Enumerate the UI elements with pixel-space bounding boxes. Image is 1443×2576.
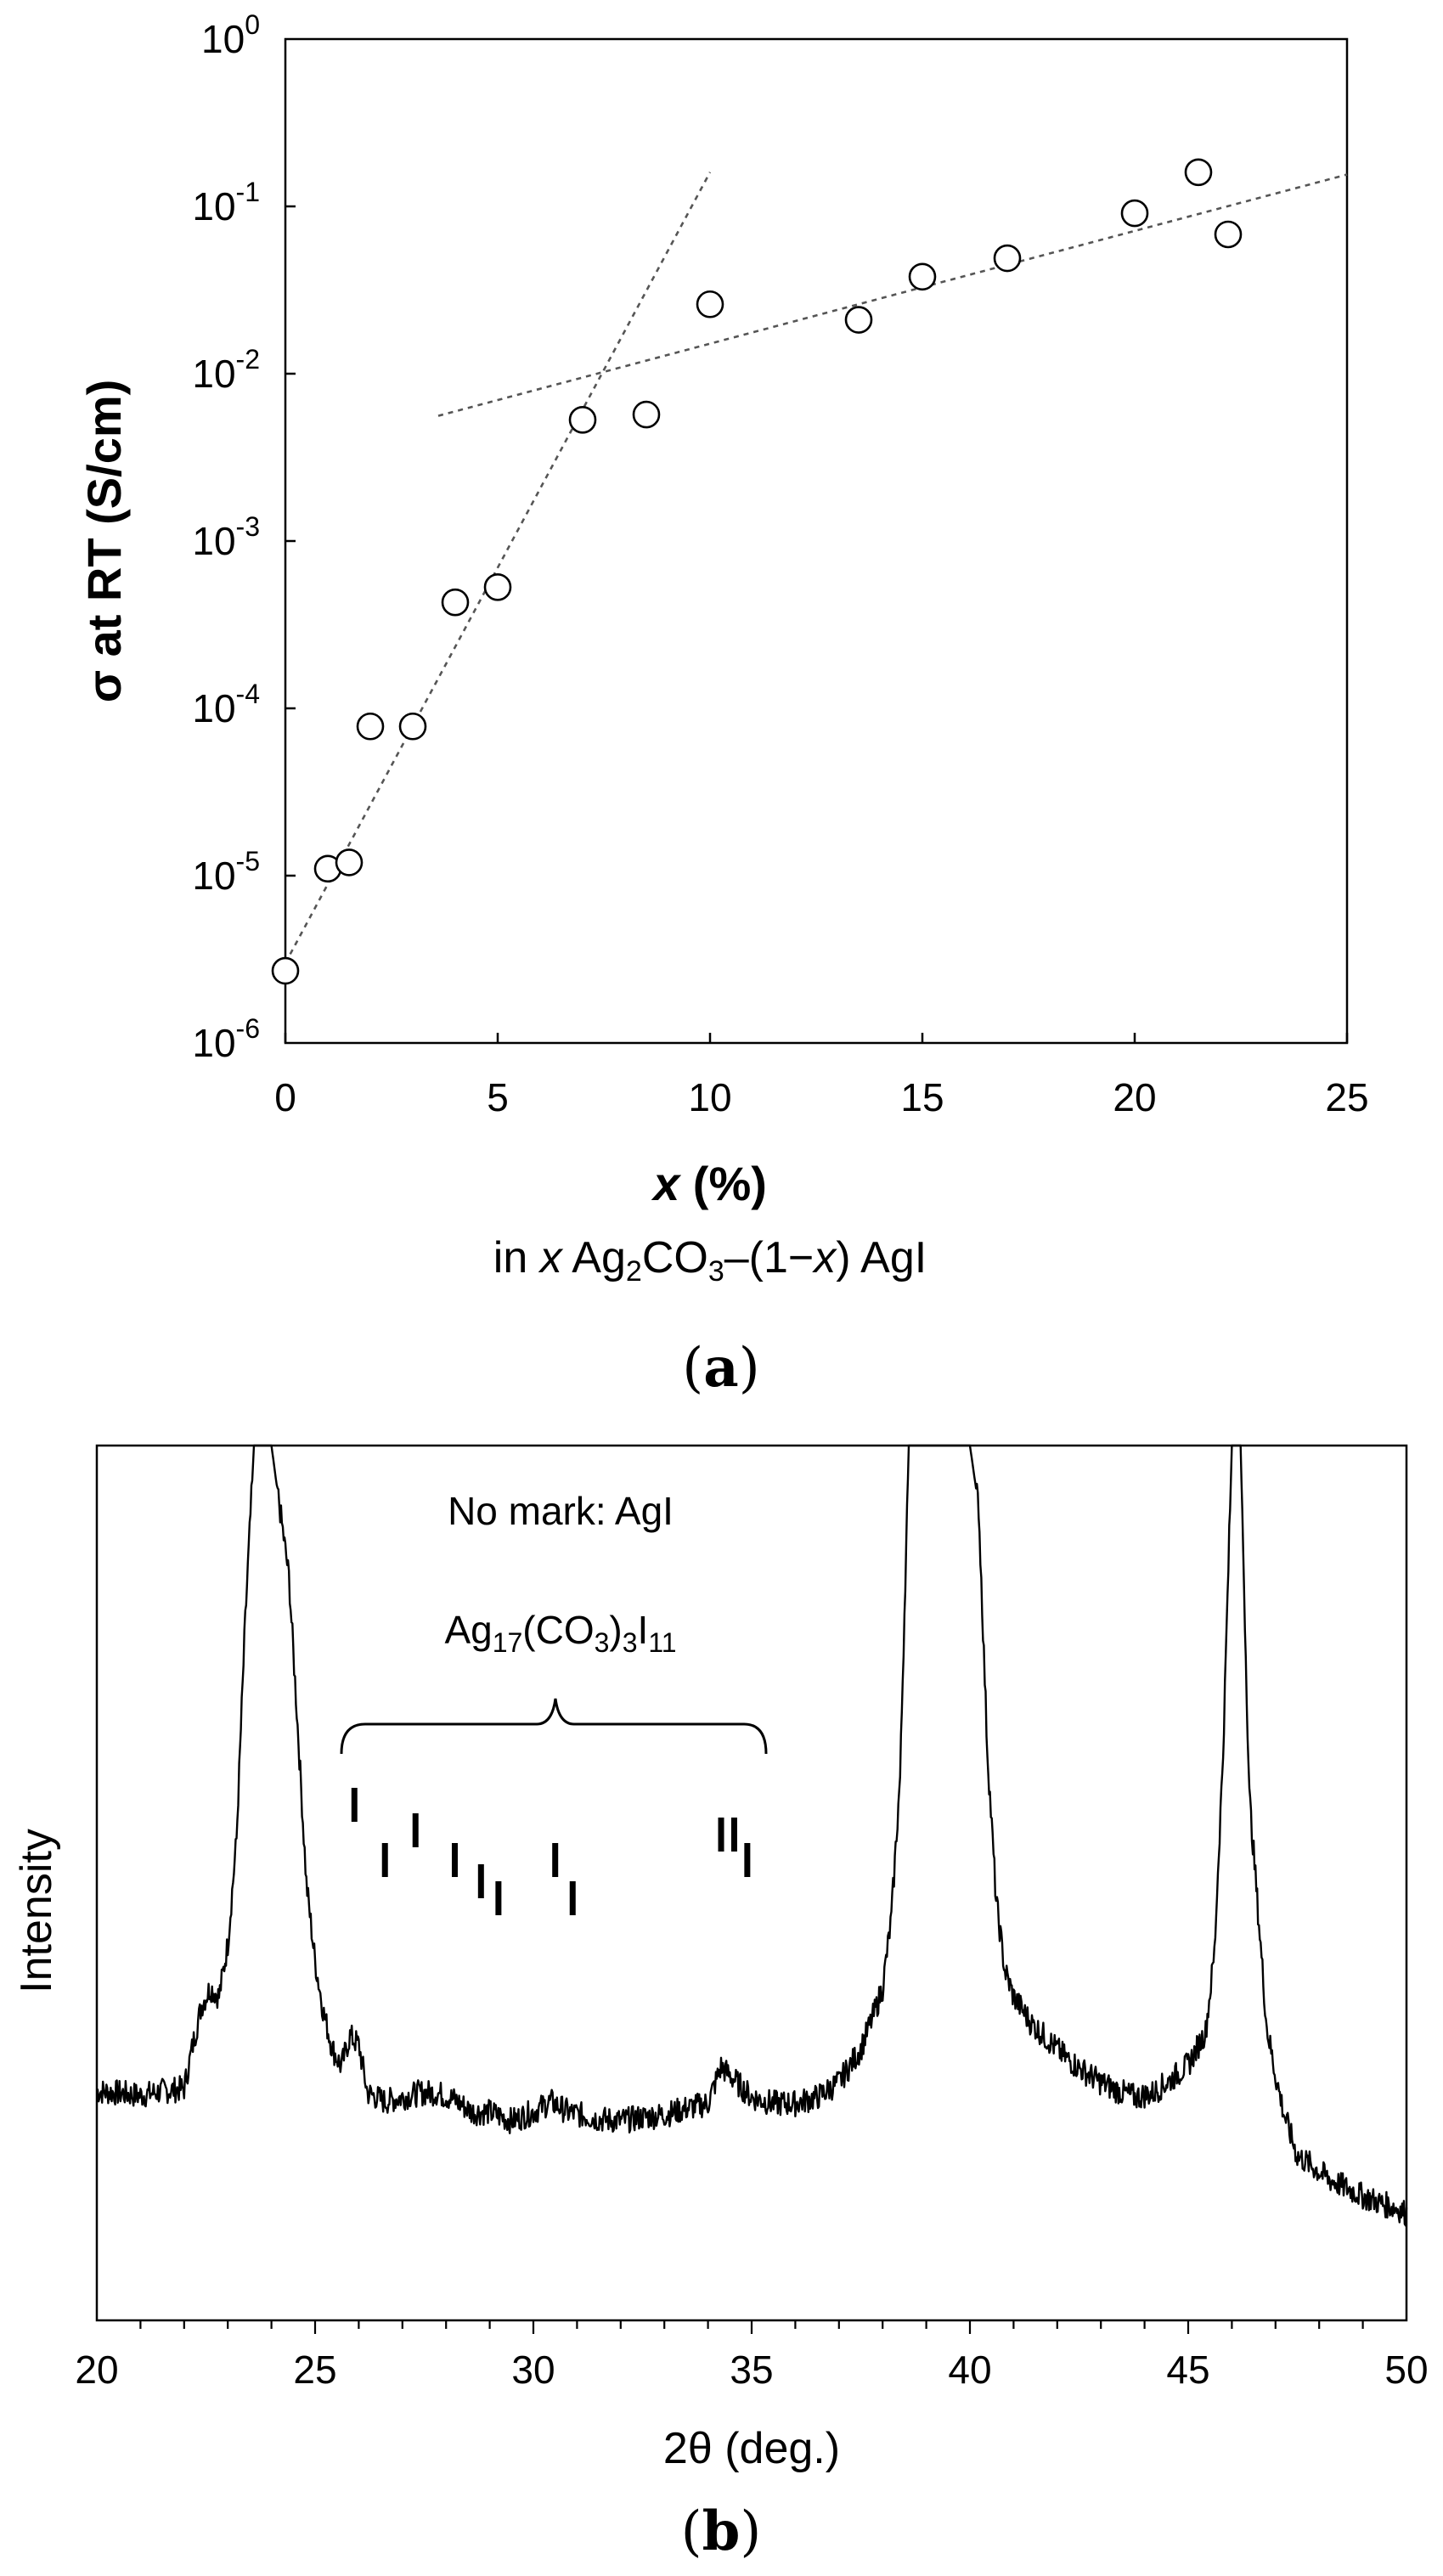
y-tick-label-a: 10-5 bbox=[192, 846, 260, 898]
x-tick-label-a: 10 bbox=[688, 1075, 731, 1119]
x-tick-label-b: 35 bbox=[730, 2348, 773, 2392]
data-point bbox=[1214, 220, 1243, 249]
data-point bbox=[271, 956, 300, 985]
x-tick-label-b: 50 bbox=[1384, 2348, 1428, 2392]
phase-brace bbox=[340, 1698, 768, 1755]
xrd-trace bbox=[95, 1444, 1408, 2227]
x-tick-label-b: 45 bbox=[1166, 2348, 1209, 2392]
x-tick-label-a: 15 bbox=[900, 1075, 944, 1119]
data-point bbox=[441, 588, 470, 617]
x-axis-title-b: 2θ (deg.) bbox=[663, 2424, 840, 2473]
panel-a: 100 10-1 10-2 10-3 10-4 10-5 10-6 0 5 10 15 20 25 σ… bbox=[77, 9, 1369, 1400]
x-tick-label-b: 40 bbox=[948, 2348, 991, 2392]
no-mark-annotation: No mark: AgI bbox=[448, 1489, 674, 1533]
plot-a-frame bbox=[284, 37, 1349, 1045]
fit-line bbox=[284, 172, 712, 964]
y-axis-title-b: Intensity bbox=[12, 1829, 61, 1993]
x-tick-label-b: 25 bbox=[293, 2348, 336, 2392]
phase-annotation: Ag17(CO3)3I11 bbox=[444, 1608, 676, 1658]
y-tick-label-a: 100 bbox=[201, 9, 260, 61]
y-tick-label-a: 10-1 bbox=[192, 177, 260, 228]
panel-label-b: (b) bbox=[681, 2500, 762, 2563]
data-point bbox=[993, 244, 1022, 273]
x-tick-label-a: 0 bbox=[274, 1075, 296, 1119]
data-point bbox=[1184, 158, 1213, 187]
fit-line bbox=[437, 173, 1348, 417]
data-point bbox=[568, 406, 597, 434]
data-point bbox=[632, 400, 661, 429]
x-axis-title-a: x (%) bbox=[651, 1157, 767, 1210]
x-tick-label-a: 25 bbox=[1325, 1075, 1368, 1119]
x-tick-label-a: 5 bbox=[487, 1075, 509, 1119]
data-point bbox=[908, 262, 937, 291]
data-point bbox=[844, 306, 873, 334]
data-point bbox=[483, 573, 512, 601]
x-tick-label-a: 20 bbox=[1113, 1075, 1156, 1119]
data-point bbox=[398, 712, 427, 741]
x-tick-label-b: 30 bbox=[511, 2348, 555, 2392]
y-tick-label-a: 10-3 bbox=[192, 511, 260, 563]
y-tick-label-a: 10-2 bbox=[192, 344, 260, 396]
data-point bbox=[356, 712, 385, 741]
y-tick-label-a: 10-4 bbox=[192, 679, 260, 730]
y-axis-title-a: σ at RT (S/cm) bbox=[77, 380, 131, 703]
data-point bbox=[1120, 199, 1149, 228]
data-point bbox=[335, 848, 364, 877]
data-point bbox=[696, 290, 724, 318]
y-tick-label-a: 10-6 bbox=[192, 1013, 260, 1065]
plot-b-frame bbox=[95, 1444, 1408, 2322]
x-tick-label-b: 20 bbox=[75, 2348, 118, 2392]
panel-b: 20 25 30 35 40 45 50 No mark: AgI Ag17(CO3)3I1… bbox=[12, 1444, 1429, 2563]
x-axis-subtitle-a: in x Ag2CO3–(1−x) AgI bbox=[493, 1233, 927, 1288]
panel-label-a: (a) bbox=[682, 1336, 759, 1400]
